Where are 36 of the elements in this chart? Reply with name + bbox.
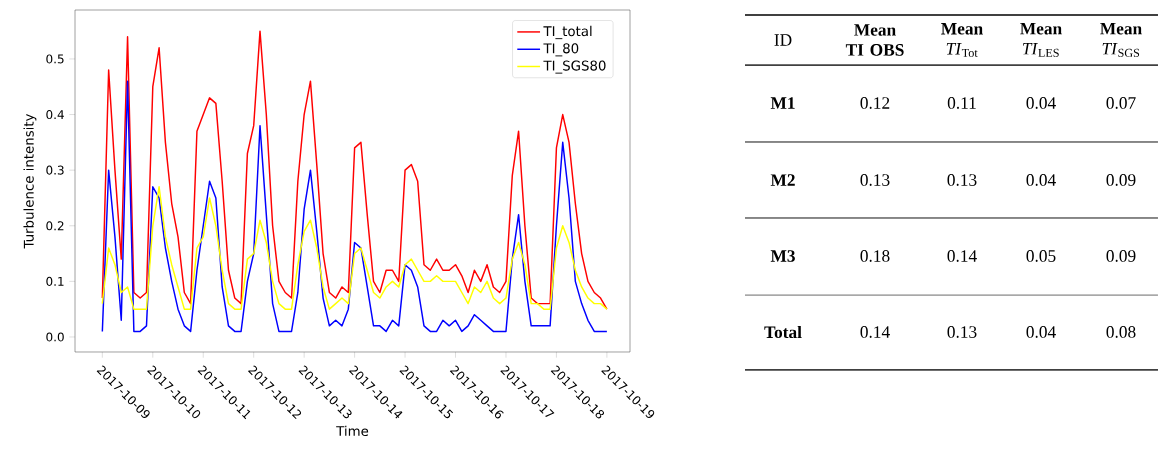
text: 0.11 bbox=[947, 97, 976, 109]
x-axis-title: Time bbox=[336, 425, 369, 437]
y-axis-title: Turbulence intensity bbox=[23, 113, 37, 249]
text: 0.05 bbox=[1026, 250, 1056, 262]
y-tick-label: 0.0 bbox=[46, 332, 64, 342]
y-tick-label: 0.4 bbox=[46, 110, 64, 120]
legend-label: TI_SGS80 bbox=[543, 60, 606, 74]
text: 0.12 bbox=[860, 97, 890, 109]
y-tick-label: 0.1 bbox=[46, 276, 64, 286]
text: 0.13 bbox=[947, 326, 977, 338]
category-label: Mean TI$_{SGS}$ bbox=[1100, 23, 1142, 57]
legend-label: TI_total bbox=[543, 25, 592, 40]
category-label: Mean TI$_{LES}$ bbox=[1020, 23, 1062, 57]
text: 0.08 bbox=[1106, 326, 1136, 338]
y-tick-label: 0.2 bbox=[46, 221, 64, 231]
text: 0.04 bbox=[1026, 97, 1056, 109]
text: 0.04 bbox=[1026, 326, 1056, 338]
text: 0.13 bbox=[860, 174, 890, 186]
text: 0.13 bbox=[947, 174, 977, 186]
text: 0.07 bbox=[1106, 97, 1136, 109]
category-label: Mean TI OBS bbox=[845, 24, 904, 56]
text: ID bbox=[774, 34, 792, 46]
text: 0.14 bbox=[860, 326, 890, 338]
category-label: Total bbox=[764, 325, 802, 339]
y-tick-label: 0.3 bbox=[46, 165, 64, 175]
text: 0.18 bbox=[860, 250, 890, 262]
legend-label: TI_80 bbox=[543, 43, 579, 57]
category-label: M2 bbox=[770, 174, 795, 186]
text: 0.09 bbox=[1106, 250, 1136, 262]
category-label: M1 bbox=[770, 97, 795, 109]
category-label: Mean TI$_{Tot}$ bbox=[941, 23, 983, 57]
text: 0.14 bbox=[947, 250, 977, 262]
category-label: M3 bbox=[770, 250, 795, 262]
text: 0.09 bbox=[1106, 174, 1136, 186]
text: 0.04 bbox=[1026, 174, 1056, 186]
y-tick-label: 0.5 bbox=[46, 54, 64, 64]
